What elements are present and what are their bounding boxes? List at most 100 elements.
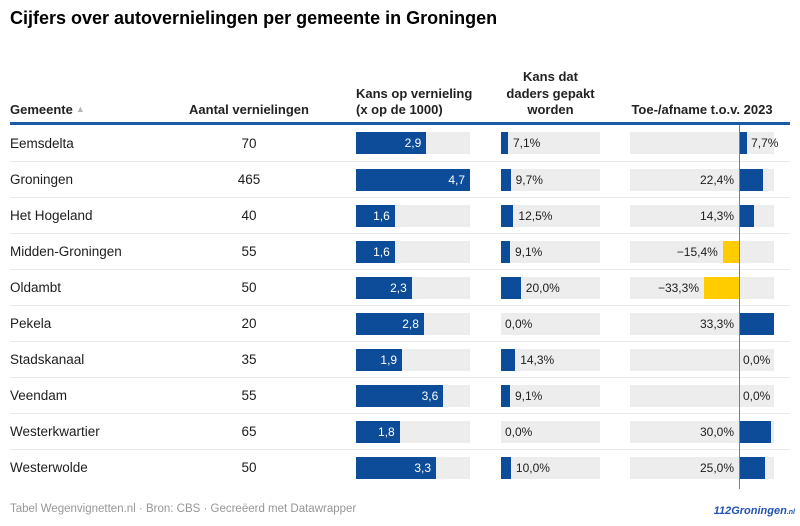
kans-bar-label: 1,6 — [373, 244, 390, 259]
table-row: Het Hogeland 40 1,6 12,5% 14,3% — [10, 197, 790, 233]
table-body: Eemsdelta 70 2,9 7,1% 7,7% Groningen 465 4,7 9,7… — [10, 125, 790, 485]
aantal-cell: 40 — [241, 208, 257, 223]
kans-bar-label: 2,9 — [404, 136, 422, 150]
gepakt-bar-track: 12,5% — [501, 204, 600, 227]
kans-bar-track: 3,6 — [356, 384, 470, 407]
sort-ascending-icon[interactable]: ▲ — [75, 103, 85, 114]
toeafname-bar-track: 14,3% — [630, 204, 774, 227]
kans-bar: 2,3 — [356, 276, 412, 299]
gepakt-bar-track: 0,0% — [501, 312, 600, 335]
kans-bar-track: 4,7 — [356, 168, 470, 191]
gemeente-cell: Midden-Groningen — [10, 244, 122, 259]
gepakt-bar-label: 12,5% — [518, 208, 553, 223]
table-row: Pekela 20 2,8 0,0% 33,3% — [10, 305, 790, 341]
column-header-gemeente[interactable]: Gemeente ▲ — [10, 102, 178, 118]
gepakt-bar-label: 20,0% — [525, 280, 560, 295]
aantal-cell: 55 — [241, 244, 257, 259]
column-header-aantal[interactable]: Aantal vernielingen — [189, 101, 309, 117]
toeafname-bar-track: 33,3% — [630, 312, 774, 335]
kans-bar-cell: 1,9 — [356, 348, 470, 371]
toeafname-bar-positive — [739, 420, 771, 443]
gepakt-bar-track: 9,1% — [501, 384, 600, 407]
table-row: Groningen 465 4,7 9,7% 22,4% — [10, 161, 790, 197]
column-header-gepakt[interactable]: Kans dat daders gepakt worden — [506, 69, 595, 117]
kans-bar: 1,8 — [356, 420, 400, 443]
kans-bar-cell: 4,7 — [356, 168, 470, 191]
kans-bar: 3,3 — [356, 456, 436, 479]
column-header-toeafname[interactable]: Toe-/afname t.o.v. 2023 — [631, 101, 773, 117]
gepakt-bar-label: 0,0% — [505, 316, 533, 331]
toeafname-bar-label: 30,0% — [699, 424, 734, 439]
gepakt-bar — [501, 348, 516, 371]
kans-bar-track: 2,9 — [356, 132, 470, 154]
gemeente-cell: Oldambt — [10, 280, 62, 295]
table-row: Veendam 55 3,6 9,1% 0,0% — [10, 377, 790, 413]
gepakt-bar-cell: 9,1% — [501, 240, 600, 263]
gemeente-cell: Pekela — [10, 316, 52, 331]
gepakt-bar-cell: 0,0% — [501, 420, 600, 443]
aantal-cell: 35 — [241, 352, 257, 367]
gepakt-bar-label: 14,3% — [520, 352, 555, 367]
toeafname-bar-cell: 7,7% — [630, 132, 778, 154]
kans-bar-track: 1,6 — [356, 204, 470, 227]
toeafname-bar-cell: 14,3% — [630, 204, 774, 227]
gepakt-bar-cell: 9,7% — [501, 168, 600, 191]
kans-bar-label: 3,6 — [421, 388, 439, 403]
column-header-kans[interactable]: Kans op vernieling (x op de 1000) — [356, 85, 473, 117]
aantal-cell: 20 — [241, 316, 257, 331]
gepakt-bar-cell: 0,0% — [501, 312, 600, 335]
kans-bar: 2,8 — [356, 312, 424, 335]
gepakt-bar-track: 7,1% — [501, 132, 600, 154]
gepakt-bar-cell: 9,1% — [501, 384, 600, 407]
gemeente-cell: Veendam — [10, 388, 68, 403]
table-row: Eemsdelta 70 2,9 7,1% 7,7% — [10, 125, 790, 161]
aantal-cell: 55 — [241, 388, 257, 403]
kans-bar-cell: 1,8 — [356, 420, 470, 443]
kans-bar: 1,6 — [356, 240, 395, 263]
logo-suffix: .nl — [786, 509, 795, 516]
gepakt-bar-label: 0,0% — [505, 424, 533, 439]
gepakt-bar — [501, 168, 511, 191]
toeafname-bar-label: 14,3% — [699, 208, 734, 223]
toeafname-bar-label: −33,3% — [657, 280, 699, 295]
gepakt-bar-cell: 12,5% — [501, 204, 600, 227]
toeafname-bar-cell: 33,3% — [630, 312, 774, 335]
gepakt-bar — [501, 240, 510, 263]
toeafname-bar-cell: 25,0% — [630, 456, 774, 479]
toeafname-bar-label: 0,0% — [743, 388, 771, 403]
kans-bar-track: 2,8 — [356, 312, 470, 335]
toeafname-bar-cell: −33,3% — [630, 276, 774, 299]
header-rule — [10, 122, 790, 125]
gepakt-bar-track: 9,1% — [501, 240, 600, 263]
kans-bar: 2,9 — [356, 132, 427, 154]
toeafname-bar-track: 30,0% — [630, 420, 774, 443]
gepakt-bar-cell: 20,0% — [501, 276, 600, 299]
gepakt-bar — [501, 384, 510, 407]
kans-bar-label: 3,3 — [414, 460, 431, 475]
112groningen-logo[interactable]: 112Groningen.nl — [714, 505, 795, 517]
kans-bar-label: 1,8 — [378, 424, 395, 439]
toeafname-bar-track: 25,0% — [630, 456, 774, 479]
gemeente-cell: Westerwolde — [10, 460, 88, 475]
toeafname-bar-label: 0,0% — [743, 352, 771, 367]
gepakt-bar-label: 9,1% — [515, 244, 543, 259]
kans-bar: 4,7 — [356, 168, 470, 191]
kans-bar-cell: 3,6 — [356, 384, 470, 407]
attribution-footer: Tabel Wegenvignetten.nl · Bron: CBS · Ge… — [10, 503, 357, 515]
logo-text: 112Groningen — [713, 505, 787, 517]
kans-bar: 1,9 — [356, 348, 403, 371]
aantal-cell: 65 — [241, 424, 257, 439]
gepakt-bar-track: 14,3% — [501, 348, 600, 371]
toeafname-bar-label: 22,4% — [699, 172, 734, 187]
toeafname-bar-cell: −15,4% — [630, 240, 774, 263]
toeafname-bar-track: −15,4% — [630, 240, 774, 263]
toeafname-bar-cell: 22,4% — [630, 168, 774, 191]
kans-bar-track: 1,8 — [356, 420, 470, 443]
gemeente-cell: Groningen — [10, 172, 74, 187]
gepakt-bar — [501, 276, 521, 299]
table-row: Oldambt 50 2,3 20,0% −33,3% — [10, 269, 790, 305]
kans-bar: 1,6 — [356, 204, 395, 227]
gepakt-bar-cell: 7,1% — [501, 132, 600, 154]
kans-bar-track: 1,9 — [356, 348, 470, 371]
aantal-cell: 50 — [241, 280, 257, 295]
